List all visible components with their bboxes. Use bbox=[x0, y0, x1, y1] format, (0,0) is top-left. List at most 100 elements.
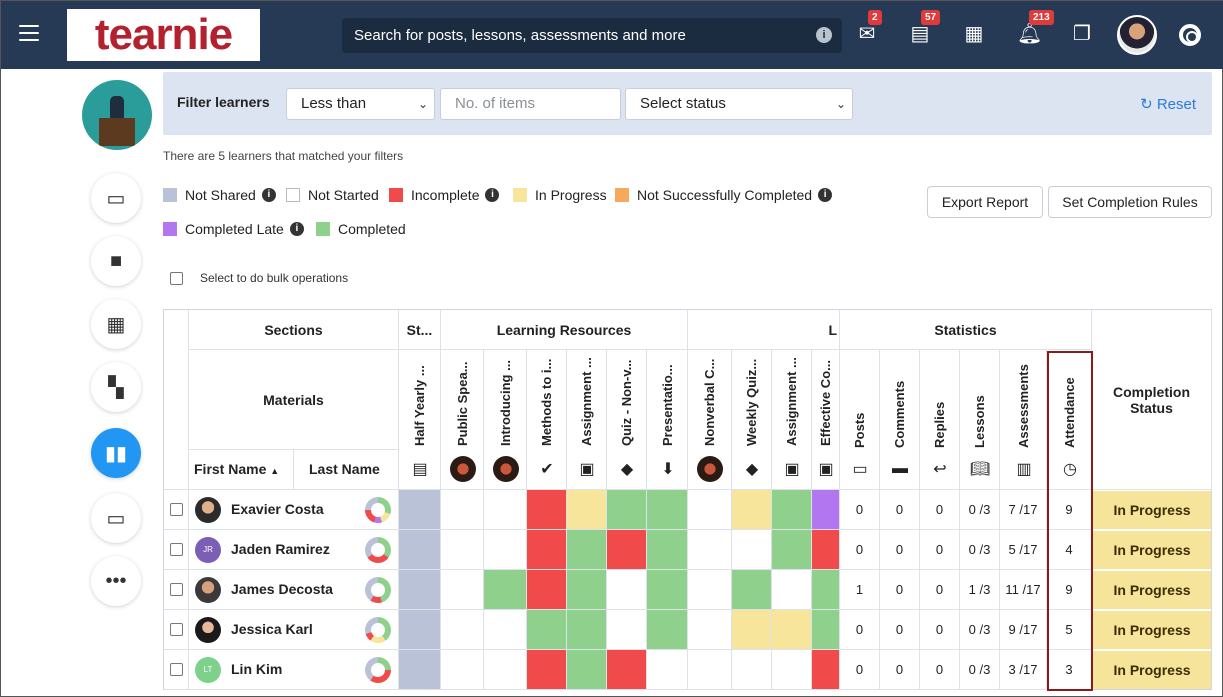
material-status-cell[interactable] bbox=[484, 490, 527, 530]
material-status-cell[interactable] bbox=[527, 490, 567, 530]
material-column-header[interactable]: Effective Co... ▣ bbox=[812, 350, 840, 490]
material-column-header[interactable]: Introducing ... bbox=[484, 350, 527, 490]
material-status-cell[interactable] bbox=[607, 650, 647, 690]
material-status-cell[interactable] bbox=[441, 610, 484, 650]
learner-cell[interactable]: Jessica Karl bbox=[189, 610, 399, 650]
material-status-cell[interactable] bbox=[688, 530, 732, 570]
learner-cell[interactable]: JR Jaden Ramirez bbox=[189, 530, 399, 570]
progress-donut[interactable] bbox=[365, 577, 391, 603]
row-select-cell[interactable] bbox=[164, 650, 189, 690]
material-status-cell[interactable] bbox=[527, 610, 567, 650]
stat-column-header[interactable]: Comments ▬ bbox=[880, 350, 920, 490]
material-status-cell[interactable] bbox=[732, 530, 772, 570]
row-checkbox[interactable] bbox=[170, 503, 183, 516]
posts-icon[interactable]: ▤ 57 bbox=[909, 10, 941, 45]
info-icon[interactable]: i bbox=[818, 188, 833, 202]
material-status-cell[interactable] bbox=[567, 530, 607, 570]
learner-name[interactable]: James Decosta bbox=[231, 581, 333, 597]
calendar-icon[interactable]: ▦ bbox=[964, 23, 984, 45]
material-status-cell[interactable] bbox=[527, 650, 567, 690]
learner-name[interactable]: Exavier Costa bbox=[231, 501, 324, 517]
sidebar-more-button[interactable]: ••• bbox=[91, 556, 141, 606]
progress-donut[interactable] bbox=[365, 617, 391, 643]
material-status-cell[interactable] bbox=[399, 490, 441, 530]
material-status-cell[interactable] bbox=[688, 490, 732, 530]
user-avatar[interactable] bbox=[1117, 15, 1157, 55]
material-status-cell[interactable] bbox=[688, 610, 732, 650]
info-icon[interactable]: i bbox=[289, 222, 304, 236]
material-status-cell[interactable] bbox=[812, 570, 840, 610]
last-name-header[interactable]: Last Name bbox=[294, 450, 399, 490]
material-status-cell[interactable] bbox=[732, 570, 772, 610]
material-status-cell[interactable] bbox=[647, 650, 688, 690]
row-select-cell[interactable] bbox=[164, 610, 189, 650]
search-input[interactable]: Search for posts, lessons, assessments a… bbox=[342, 18, 842, 53]
material-column-header[interactable]: Nonverbal C... bbox=[688, 350, 732, 490]
progress-donut[interactable] bbox=[365, 497, 391, 523]
material-status-cell[interactable] bbox=[484, 530, 527, 570]
learner-cell[interactable]: Exavier Costa bbox=[189, 490, 399, 530]
row-select-cell[interactable] bbox=[164, 490, 189, 530]
reset-button[interactable]: ↻ Reset bbox=[1140, 96, 1196, 113]
row-checkbox[interactable] bbox=[170, 623, 183, 636]
material-status-cell[interactable] bbox=[567, 490, 607, 530]
material-status-cell[interactable] bbox=[607, 570, 647, 610]
sidebar-schedule-button[interactable]: ▦ bbox=[91, 299, 141, 349]
stat-column-header[interactable]: Posts ▭ bbox=[840, 350, 880, 490]
stat-column-header[interactable]: Lessons 📖︎ bbox=[960, 350, 1000, 490]
material-status-cell[interactable] bbox=[772, 650, 812, 690]
material-column-header[interactable]: Assignment ... ▣ bbox=[772, 350, 812, 490]
material-status-cell[interactable] bbox=[732, 650, 772, 690]
set-completion-rules-button[interactable]: Set Completion Rules bbox=[1048, 186, 1212, 218]
info-icon[interactable]: i bbox=[485, 188, 500, 202]
material-status-cell[interactable] bbox=[567, 610, 607, 650]
learner-name[interactable]: Jaden Ramirez bbox=[231, 541, 330, 557]
material-status-cell[interactable] bbox=[441, 490, 484, 530]
material-column-header[interactable]: Half Yearly ... ▤ bbox=[399, 350, 441, 490]
material-status-cell[interactable] bbox=[607, 490, 647, 530]
row-checkbox[interactable] bbox=[170, 543, 183, 556]
material-status-cell[interactable] bbox=[399, 570, 441, 610]
material-status-cell[interactable] bbox=[732, 610, 772, 650]
material-status-cell[interactable] bbox=[527, 570, 567, 610]
material-status-cell[interactable] bbox=[647, 570, 688, 610]
material-status-cell[interactable] bbox=[772, 610, 812, 650]
material-status-cell[interactable] bbox=[688, 570, 732, 610]
info-icon[interactable]: i bbox=[261, 188, 276, 202]
progress-donut[interactable] bbox=[365, 537, 391, 563]
material-column-header[interactable]: Presentatio... ⬇ bbox=[647, 350, 688, 490]
sidebar-present-button[interactable]: ▭ bbox=[91, 493, 141, 543]
stat-column-header[interactable]: Assessments ▥ bbox=[1000, 350, 1047, 490]
sidebar-reports-button[interactable]: ▮▮ bbox=[91, 428, 141, 478]
learner-name[interactable]: Jessica Karl bbox=[231, 621, 313, 637]
material-column-header[interactable]: Weekly Quiz... ◆ bbox=[732, 350, 772, 490]
items-input[interactable]: No. of items bbox=[440, 88, 621, 120]
bulk-select[interactable]: Select to do bulk operations bbox=[170, 271, 348, 285]
menu-icon[interactable] bbox=[19, 25, 39, 41]
material-status-cell[interactable] bbox=[399, 650, 441, 690]
material-status-cell[interactable] bbox=[484, 650, 527, 690]
documents-icon[interactable]: ❐ bbox=[1073, 23, 1091, 45]
material-status-cell[interactable] bbox=[607, 610, 647, 650]
progress-donut[interactable] bbox=[365, 657, 391, 683]
material-status-cell[interactable] bbox=[772, 570, 812, 610]
learner-cell[interactable]: James Decosta bbox=[189, 570, 399, 610]
first-name-header[interactable]: First Name ▲ bbox=[189, 450, 294, 490]
stat-column-header[interactable]: Replies ↩ bbox=[920, 350, 960, 490]
bulk-checkbox[interactable] bbox=[170, 271, 183, 285]
material-column-header[interactable]: Methods to i... ✔ bbox=[527, 350, 567, 490]
material-status-cell[interactable] bbox=[399, 610, 441, 650]
row-select-cell[interactable] bbox=[164, 530, 189, 570]
material-column-header[interactable]: Quiz - Non-v... ◆ bbox=[607, 350, 647, 490]
material-status-cell[interactable] bbox=[812, 490, 840, 530]
learner-name[interactable]: Lin Kim bbox=[231, 661, 283, 677]
material-status-cell[interactable] bbox=[812, 610, 840, 650]
material-status-cell[interactable] bbox=[527, 530, 567, 570]
export-report-button[interactable]: Export Report bbox=[927, 186, 1043, 218]
material-status-cell[interactable] bbox=[484, 610, 527, 650]
mail-icon[interactable]: ✉ 2 bbox=[856, 10, 882, 45]
material-status-cell[interactable] bbox=[647, 490, 688, 530]
material-status-cell[interactable] bbox=[772, 530, 812, 570]
material-status-cell[interactable] bbox=[772, 490, 812, 530]
material-status-cell[interactable] bbox=[688, 650, 732, 690]
